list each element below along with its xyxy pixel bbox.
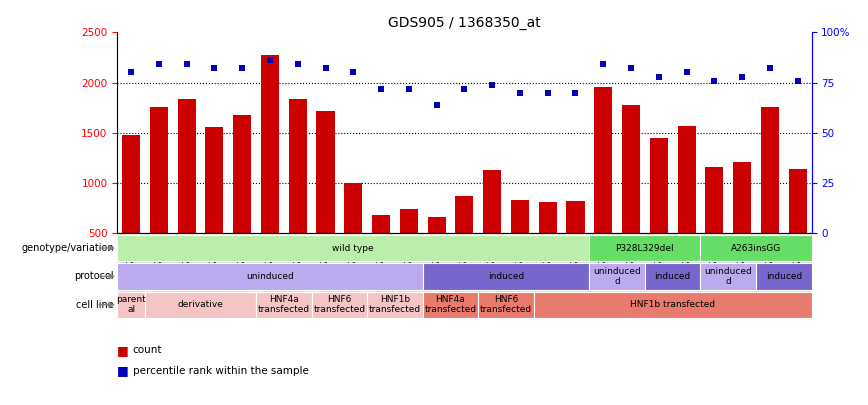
- Point: [235, 65, 249, 72]
- Text: HNF4a
transfected: HNF4a transfected: [424, 295, 477, 314]
- Bar: [761, 107, 779, 283]
- Bar: [511, 200, 529, 283]
- Bar: [423, 263, 589, 290]
- Text: ■: ■: [117, 344, 129, 357]
- Point: [652, 73, 666, 80]
- Text: induced: induced: [488, 272, 524, 281]
- Bar: [483, 170, 501, 283]
- Bar: [428, 217, 445, 283]
- Bar: [317, 111, 334, 283]
- Text: ■: ■: [117, 364, 129, 377]
- Bar: [233, 115, 251, 283]
- Bar: [345, 183, 362, 283]
- Text: HNF1b transfected: HNF1b transfected: [630, 300, 715, 309]
- Bar: [206, 127, 223, 283]
- Point: [430, 101, 444, 108]
- Text: HNF6
transfected: HNF6 transfected: [313, 295, 365, 314]
- Point: [680, 69, 694, 76]
- Bar: [367, 292, 423, 318]
- Bar: [645, 263, 700, 290]
- Bar: [589, 263, 645, 290]
- Point: [735, 73, 749, 80]
- Bar: [700, 235, 812, 261]
- Text: induced: induced: [766, 272, 802, 281]
- Text: induced: induced: [654, 272, 691, 281]
- Point: [374, 85, 388, 92]
- Point: [763, 65, 777, 72]
- Bar: [400, 209, 418, 283]
- Point: [569, 90, 582, 96]
- Point: [152, 61, 166, 68]
- Bar: [678, 126, 695, 283]
- Bar: [534, 292, 812, 318]
- Point: [291, 61, 305, 68]
- Text: HNF6
transfected: HNF6 transfected: [480, 295, 532, 314]
- Bar: [622, 104, 640, 283]
- Point: [263, 57, 277, 64]
- Point: [457, 85, 471, 92]
- Text: genotype/variation: genotype/variation: [21, 243, 114, 253]
- Point: [541, 90, 555, 96]
- Point: [596, 61, 610, 68]
- Bar: [372, 215, 390, 283]
- Bar: [567, 201, 584, 283]
- Bar: [478, 292, 534, 318]
- Bar: [117, 292, 145, 318]
- Text: uninduced: uninduced: [246, 272, 294, 281]
- Point: [207, 65, 221, 72]
- Bar: [589, 235, 700, 261]
- Point: [180, 61, 194, 68]
- Text: HNF4a
transfected: HNF4a transfected: [258, 295, 310, 314]
- Text: cell line: cell line: [76, 300, 114, 310]
- Bar: [117, 235, 589, 261]
- Point: [346, 69, 360, 76]
- Bar: [261, 55, 279, 283]
- Point: [485, 81, 499, 88]
- Point: [319, 65, 332, 72]
- Point: [124, 69, 138, 76]
- Bar: [117, 263, 423, 290]
- Text: protocol: protocol: [74, 271, 114, 281]
- Bar: [595, 87, 612, 283]
- Bar: [456, 196, 473, 283]
- Bar: [178, 98, 195, 283]
- Bar: [539, 202, 556, 283]
- Bar: [145, 292, 256, 318]
- Text: parent
al: parent al: [116, 295, 146, 314]
- Bar: [256, 292, 312, 318]
- Text: wild type: wild type: [332, 243, 374, 253]
- Text: A263insGG: A263insGG: [731, 243, 781, 253]
- Bar: [756, 263, 812, 290]
- Point: [513, 90, 527, 96]
- Bar: [789, 169, 806, 283]
- Point: [707, 77, 721, 84]
- Bar: [700, 263, 756, 290]
- Bar: [650, 138, 667, 283]
- Bar: [122, 134, 140, 283]
- Bar: [733, 162, 751, 283]
- Text: percentile rank within the sample: percentile rank within the sample: [133, 366, 309, 375]
- Title: GDS905 / 1368350_at: GDS905 / 1368350_at: [388, 16, 541, 30]
- Bar: [312, 292, 367, 318]
- Point: [402, 85, 416, 92]
- Point: [624, 65, 638, 72]
- Bar: [423, 292, 478, 318]
- Text: count: count: [133, 345, 162, 355]
- Bar: [150, 107, 168, 283]
- Text: uninduced
d: uninduced d: [704, 267, 753, 286]
- Point: [791, 77, 805, 84]
- Text: uninduced
d: uninduced d: [593, 267, 641, 286]
- Bar: [706, 167, 723, 283]
- Bar: [289, 98, 306, 283]
- Text: HNF1b
transfected: HNF1b transfected: [369, 295, 421, 314]
- Text: P328L329del: P328L329del: [615, 243, 674, 253]
- Text: derivative: derivative: [178, 300, 223, 309]
